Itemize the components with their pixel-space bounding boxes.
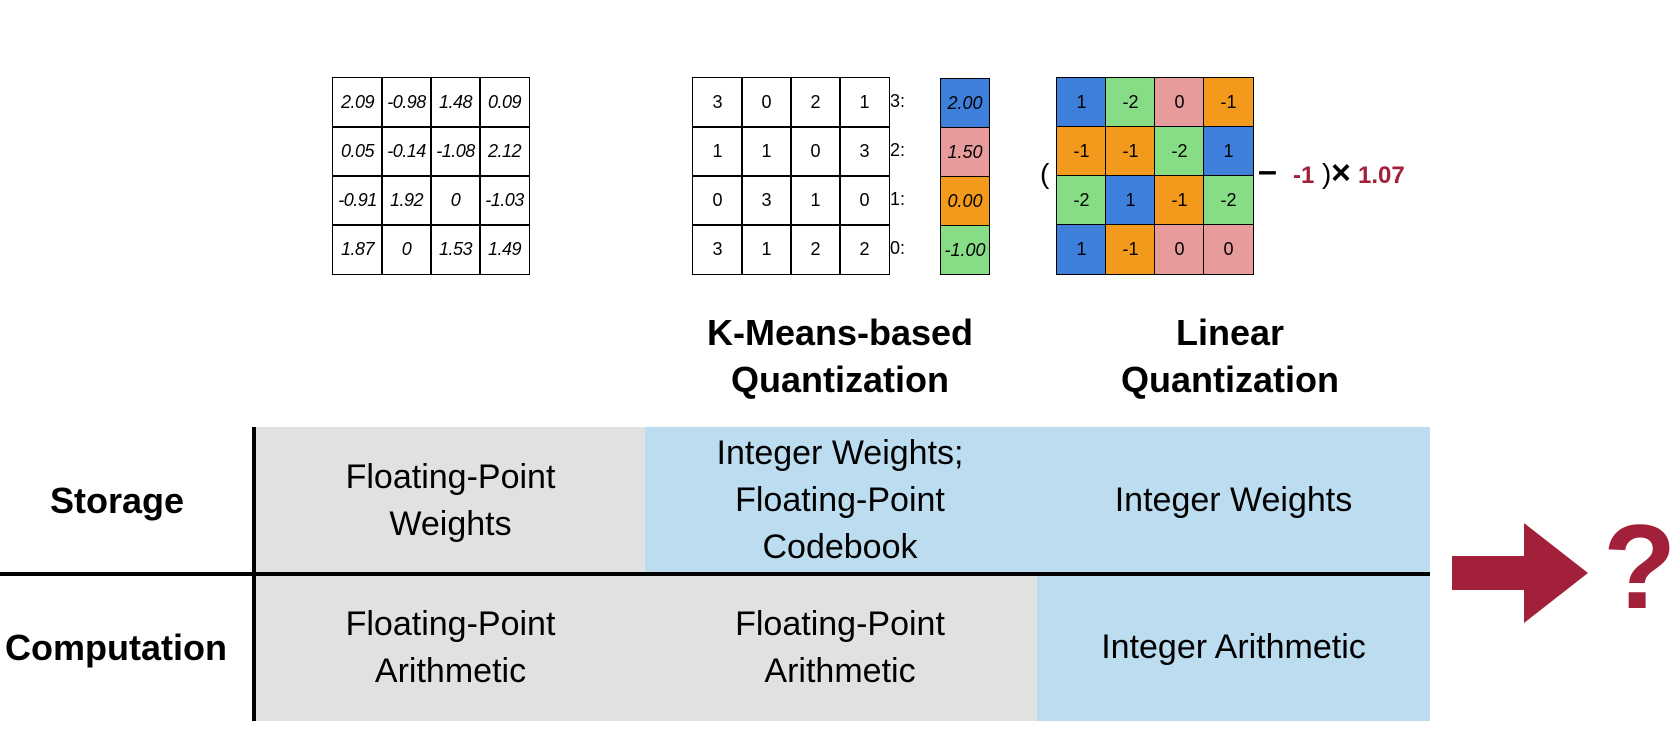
linear-matrix-cell: 0 (1154, 224, 1205, 275)
original-matrix-cell: 2.12 (479, 126, 530, 177)
linear-matrix-cell: -2 (1203, 175, 1254, 226)
kmeans-index-cell: 2 (790, 224, 841, 275)
original-matrix-cell: 2.09 (332, 77, 383, 128)
computation-kmeans-cell: Floating-Point Arithmetic (735, 604, 945, 690)
kmeans-index-cell: 1 (692, 126, 743, 177)
codebook-centroid-value: 2.00 (940, 78, 990, 128)
original-matrix-cell: 0.05 (332, 126, 383, 177)
kmeans-index-cell: 1 (741, 126, 792, 177)
linear-matrix-cell: 0 (1203, 224, 1254, 275)
kmeans-index-cell: 0 (692, 175, 743, 226)
comparison-table: Storage Computation Floating-Point Weigh… (0, 427, 1430, 721)
storage-linear-cell: Integer Weights (1114, 481, 1353, 519)
kmeans-index-cell: 0 (741, 77, 792, 128)
linear-matrix-cell: -1 (1105, 224, 1156, 275)
linear-matrix-cell: -2 (1154, 126, 1205, 177)
scale-value: 1.07 (1358, 162, 1405, 189)
compute-int-bg (1037, 574, 1430, 721)
kmeans-index-cell: 0 (839, 175, 890, 226)
linear-matrix-cell: -1 (1154, 175, 1205, 226)
question-mark: ? (1603, 500, 1677, 634)
kmeans-heading-line1: K-Means-based (706, 312, 974, 353)
linear-matrix-cell: 1 (1203, 126, 1254, 177)
original-matrix-cell: -1.03 (479, 175, 530, 226)
kmeans-index-cell: 1 (741, 224, 792, 275)
kmeans-index-cell: 1 (839, 77, 890, 128)
storage-int-bg (645, 427, 1430, 574)
computation-linear-cell: Integer Arithmetic (1101, 628, 1366, 666)
storage-float-bg (256, 427, 645, 574)
linear-heading-line2: Quantization (1121, 359, 1339, 400)
original-matrix-cell: -1.08 (430, 126, 481, 177)
codebook-centroid-value: 0.00 (940, 176, 990, 226)
kmeans-index-cell: 2 (790, 77, 841, 128)
codebook-centroid-value: 1.50 (940, 127, 990, 177)
codebook-index-label: 3: (890, 91, 906, 111)
row-header-computation: Computation (5, 626, 227, 668)
original-matrix-cell: 1.53 (430, 224, 481, 275)
kmeans-heading: K-Means-based Quantization (660, 309, 1020, 403)
linear-matrix-cell: -1 (1203, 77, 1254, 128)
row-divider (0, 572, 1430, 576)
linear-matrix-cell: -2 (1056, 175, 1107, 226)
kmeans-index-cell: 0 (790, 126, 841, 177)
linear-matrix-cell: 1 (1056, 224, 1107, 275)
original-matrix-cell: 1.48 (430, 77, 481, 128)
kmeans-index-cell: 3 (741, 175, 792, 226)
kmeans-codebook: 3: 2.00 2: 1.50 1: 0.00 0: -1.00 (890, 78, 990, 275)
linear-heading-line1: Linear (1175, 312, 1285, 353)
kmeans-index-cell: 3 (692, 77, 743, 128)
original-matrix-cell: 1.49 (479, 224, 530, 275)
column-divider (252, 427, 256, 721)
linear-matrix-cell: 0 (1154, 77, 1205, 128)
codebook-index-label: 2: (890, 140, 906, 160)
original-matrix-cell: 0.09 (479, 77, 530, 128)
zero-point-value: -1 (1293, 162, 1315, 189)
codebook-centroid-value: -1.00 (940, 225, 990, 275)
storage-kmeans-cell: Integer Weights; Floating-Point Codebook (716, 434, 964, 566)
storage-original-cell: Floating-Point Weights (345, 457, 556, 543)
original-matrix-cell: 0 (430, 175, 481, 226)
multiply-sign: × (1331, 154, 1351, 192)
linear-matrix-cell: -2 (1105, 77, 1156, 128)
compute-float-bg (256, 574, 1037, 721)
kmeans-index-cell: 3 (839, 126, 890, 177)
codebook-index-label: 1: (890, 189, 906, 209)
linear-matrix-cell: 1 (1105, 175, 1156, 226)
codebook-index-label: 0: (890, 238, 906, 258)
original-matrix-cell: 1.87 (332, 224, 383, 275)
row-header-storage: Storage (50, 479, 185, 521)
original-matrix-cell: -0.98 (381, 77, 432, 128)
kmeans-heading-line2: Quantization (731, 359, 949, 400)
linear-heading: Linear Quantization (1050, 309, 1410, 403)
open-paren: ( (1040, 158, 1050, 189)
linear-integer-matrix: 1 -2 0 -1 -1 -1 -2 1 -2 1 -1 -2 1 -1 0 0 (1056, 77, 1254, 275)
linear-matrix-cell: -1 (1056, 126, 1107, 177)
linear-matrix-cell: -1 (1105, 126, 1156, 177)
kmeans-index-cell: 1 (790, 175, 841, 226)
kmeans-index-cell: 3 (692, 224, 743, 275)
computation-original-cell: Floating-Point Arithmetic (345, 604, 556, 690)
minus-sign: – (1258, 152, 1277, 190)
original-matrix-cell: 1.92 (381, 175, 432, 226)
right-arrow-icon (1452, 523, 1588, 623)
original-matrix-cell: -0.91 (332, 175, 383, 226)
kmeans-index-cell: 2 (839, 224, 890, 275)
original-matrix-cell: -0.14 (381, 126, 432, 177)
linear-matrix-cell: 1 (1056, 77, 1107, 128)
close-paren: ) (1322, 158, 1332, 189)
original-matrix-cell: 0 (381, 224, 432, 275)
original-weight-matrix: 2.09 -0.98 1.48 0.09 0.05 -0.14 -1.08 2.12 -0.91… (332, 77, 530, 275)
